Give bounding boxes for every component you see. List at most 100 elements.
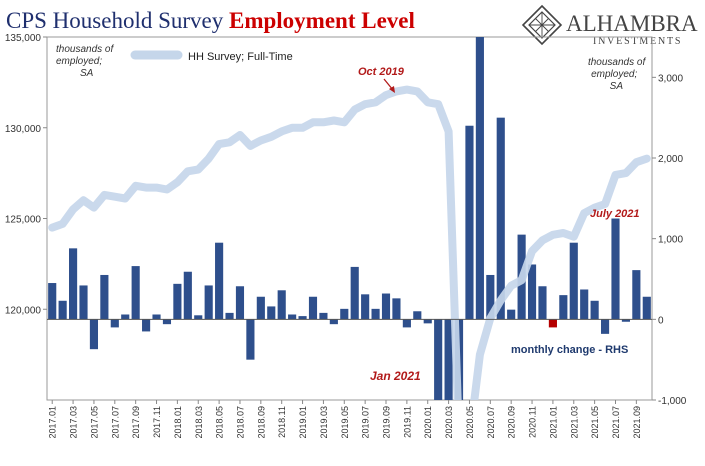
bar-2020.03 [444, 319, 453, 400]
bar-2019.03 [319, 312, 328, 320]
left-tick-label: 120,000 [5, 305, 42, 316]
bar-2019.08 [371, 308, 380, 320]
x-tick-label: 2017.11 [152, 406, 162, 438]
x-tick-label: 2020.11 [528, 406, 538, 438]
right-tick-label: -1,000 [658, 396, 687, 407]
right-unit-note: thousands of employed; SA [588, 57, 648, 92]
bar-2020.11 [527, 264, 537, 320]
chart-title-part2: Employment Level [229, 8, 415, 33]
annotation-july-2021: July 2021 [590, 208, 640, 220]
chart-title-part1: CPS Household Survey [6, 8, 229, 33]
logo-sub: INVESTMENTS [593, 36, 682, 47]
x-tick-label: 2019.03 [319, 406, 329, 439]
bar-2021.08 [621, 319, 630, 322]
bar-2021.09 [632, 270, 641, 320]
bar-2017.07 [110, 319, 119, 328]
bar-2017.06 [100, 274, 109, 320]
line-series [48, 85, 651, 400]
bar-2019.01 [298, 316, 307, 320]
x-tick-label: 2020.03 [444, 406, 454, 439]
bar-2017.02 [58, 300, 67, 320]
bar-2020.07 [486, 274, 495, 320]
bar-2017.10 [142, 319, 151, 332]
bar-2019.04 [329, 319, 338, 325]
x-tick-label: 2019.01 [298, 406, 308, 439]
bar-2019.06 [350, 266, 359, 320]
bar-2021.10 [642, 296, 651, 320]
bar-2018.11 [277, 290, 286, 320]
x-tick-label: 2020.09 [507, 406, 517, 439]
diamond-lattice-logo-icon [521, 4, 563, 46]
x-tick-label: 2017.07 [110, 406, 120, 439]
right-tick-label: 0 [658, 315, 664, 326]
line-hh-full-time [48, 85, 651, 400]
bar-2021.01 [548, 319, 557, 328]
x-tick-label: 2018.11 [277, 406, 287, 438]
bar-2018.12 [288, 314, 297, 320]
bar-2018.02 [183, 271, 192, 320]
bar-2018.01 [173, 283, 182, 320]
bar-2020.12 [538, 286, 547, 320]
bar-2018.03 [194, 315, 203, 320]
right-tick-label: 3,000 [658, 73, 683, 84]
bar-2018.10 [267, 306, 276, 320]
left-tick-label: 135,000 [5, 33, 42, 44]
x-tick-label: 2017.01 [48, 406, 58, 439]
bar-2019.10 [392, 298, 401, 320]
x-tick-label: 2020.01 [423, 406, 433, 439]
annotation-monthly-change: monthly change - RHS [511, 344, 628, 356]
bar-2017.01 [48, 283, 57, 320]
bar-2018.05 [215, 242, 224, 320]
x-tick-label: 2021.07 [611, 406, 621, 439]
annotation-jan-2021: Jan 2021 [370, 369, 421, 383]
annotation-oct-2019: Oct 2019 [358, 66, 405, 78]
bar-2019.07 [361, 294, 370, 320]
x-tick-label: 2018.07 [235, 406, 245, 439]
bar-2018.06 [225, 312, 234, 320]
bar-2020.06 [475, 37, 484, 320]
bar-2021.03 [569, 242, 578, 320]
bar-2019.11 [402, 319, 411, 328]
bar-2021.04 [580, 289, 589, 320]
left-tick-label: 130,000 [5, 124, 42, 135]
legend-label: HH Survey; Full-Time [188, 51, 293, 63]
x-tick-label: 2018.05 [215, 406, 225, 439]
bar-2017.12 [162, 319, 172, 325]
bar-2017.11 [152, 314, 161, 320]
x-tick-label: 2021.03 [569, 406, 579, 439]
left-unit-note: thousands of employed; SA [56, 44, 116, 79]
bar-2017.03 [69, 248, 78, 320]
bar-2018.08 [246, 319, 255, 360]
right-tick-label: 1,000 [658, 235, 683, 246]
bar-2017.08 [121, 314, 130, 320]
annotation-arrow-icon [383, 78, 395, 93]
chart-title: CPS Household Survey Employment Level [6, 8, 415, 33]
x-tick-label: 2019.07 [361, 406, 371, 439]
x-tick-label: 2020.07 [486, 406, 496, 439]
bar-2021.05 [590, 300, 599, 320]
logo-name: ALHAMBRA [566, 11, 698, 36]
x-axis: 2017.01 2017.03 2017.05 2017.07 2017.09 2017.… [48, 400, 642, 439]
bar-2021.07 [611, 218, 620, 320]
x-tick-label: 2018.09 [256, 406, 266, 439]
bar-2019.12 [413, 311, 422, 320]
bar-2017.09 [131, 266, 140, 320]
x-tick-label: 2021.09 [632, 406, 642, 439]
bar-2019.05 [340, 308, 349, 320]
x-tick-label: 2021.05 [590, 406, 600, 439]
left-tick-label: 125,000 [5, 215, 42, 226]
bar-series [48, 37, 651, 400]
x-tick-label: 2019.05 [340, 406, 350, 439]
x-tick-label: 2019.09 [382, 406, 392, 439]
bar-2017.05 [89, 319, 99, 350]
bar-2020.02 [434, 319, 443, 400]
x-tick-label: 2017.05 [89, 406, 99, 439]
bar-2019.09 [381, 293, 391, 320]
right-tick-label: 2,000 [658, 154, 683, 165]
x-tick-label: 2017.03 [69, 406, 79, 439]
x-tick-label: 2017.09 [131, 406, 141, 439]
bar-2020.09 [507, 309, 516, 320]
bar-2020.01 [423, 319, 432, 324]
